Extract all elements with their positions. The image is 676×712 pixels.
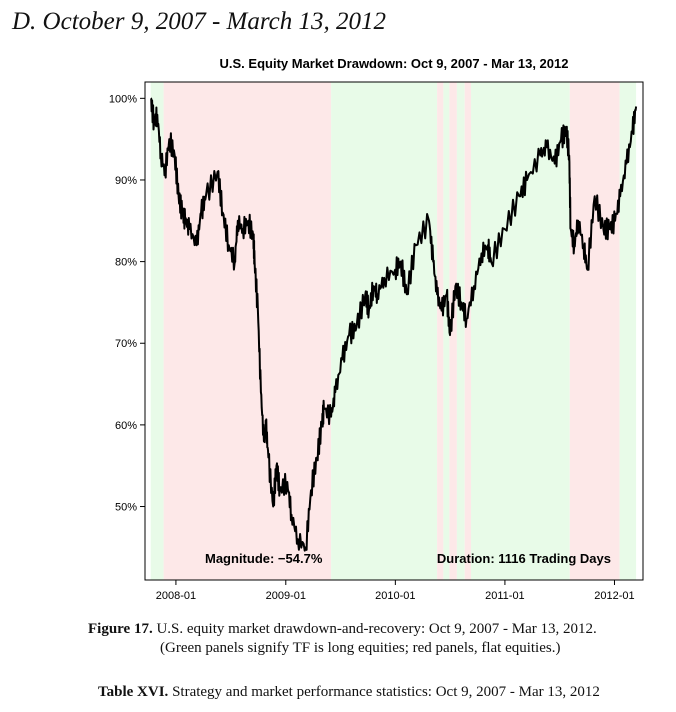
panel-long-6 xyxy=(456,82,465,580)
panel-flat-3 xyxy=(437,82,444,580)
panel-long-8 xyxy=(470,82,570,580)
table-caption-text: Strategy and market performance statisti… xyxy=(172,684,600,700)
table-caption-label: Table XVI. xyxy=(98,684,169,700)
figure-caption-label: Figure 17. xyxy=(88,621,153,637)
figure-caption-note: (Green panels signify TF is long equitie… xyxy=(160,640,561,656)
y-tick-label: 50% xyxy=(115,502,137,514)
duration-annotation: Duration: 1116 Trading Days xyxy=(437,551,611,566)
magnitude-annotation: Magnitude: −54.7% xyxy=(205,551,323,566)
section-heading: D. October 9, 2007 - March 13, 2012 xyxy=(12,8,387,35)
panel-long-4 xyxy=(443,82,450,580)
figure-caption: Figure 17. U.S. equity market drawdown-a… xyxy=(88,620,668,658)
y-tick-label: 100% xyxy=(109,93,137,105)
series-layer xyxy=(150,97,638,552)
x-tick-label: 2011-01 xyxy=(485,590,525,602)
x-tick-label: 2008-01 xyxy=(156,590,196,602)
chart-title: U.S. Equity Market Drawdown: Oct 9, 2007… xyxy=(220,56,569,71)
panels-layer xyxy=(150,82,637,580)
panel-long-2 xyxy=(331,82,438,580)
table-caption: Table XVI. Strategy and market performan… xyxy=(98,684,668,701)
y-tick-label: 70% xyxy=(115,338,137,350)
panel-long-10 xyxy=(619,82,637,580)
panel-flat-7 xyxy=(464,82,471,580)
axis-layer: 50% 60% 70% 80% 90% 100% 2008-01 2009-01 2010-01… xyxy=(109,93,635,602)
y-tick-label: 80% xyxy=(115,257,137,269)
drawdown-chart: U.S. Equity Market Drawdown: Oct 9, 2007… xyxy=(109,56,644,602)
y-tick-label: 60% xyxy=(115,420,137,432)
plot-frame xyxy=(144,81,644,581)
panel-flat-5 xyxy=(449,82,457,580)
panel-flat-1 xyxy=(163,82,332,580)
y-tick-label: 90% xyxy=(115,175,137,187)
x-tick-label: 2010-01 xyxy=(375,590,415,602)
figure-caption-text: U.S. equity market drawdown-and-recovery… xyxy=(156,621,597,637)
panel-long-0 xyxy=(150,82,164,580)
panel-flat-9 xyxy=(569,82,620,580)
x-tick-label: 2009-01 xyxy=(266,590,306,602)
series-line-0 xyxy=(150,97,638,552)
x-tick-label: 2012-01 xyxy=(594,590,634,602)
